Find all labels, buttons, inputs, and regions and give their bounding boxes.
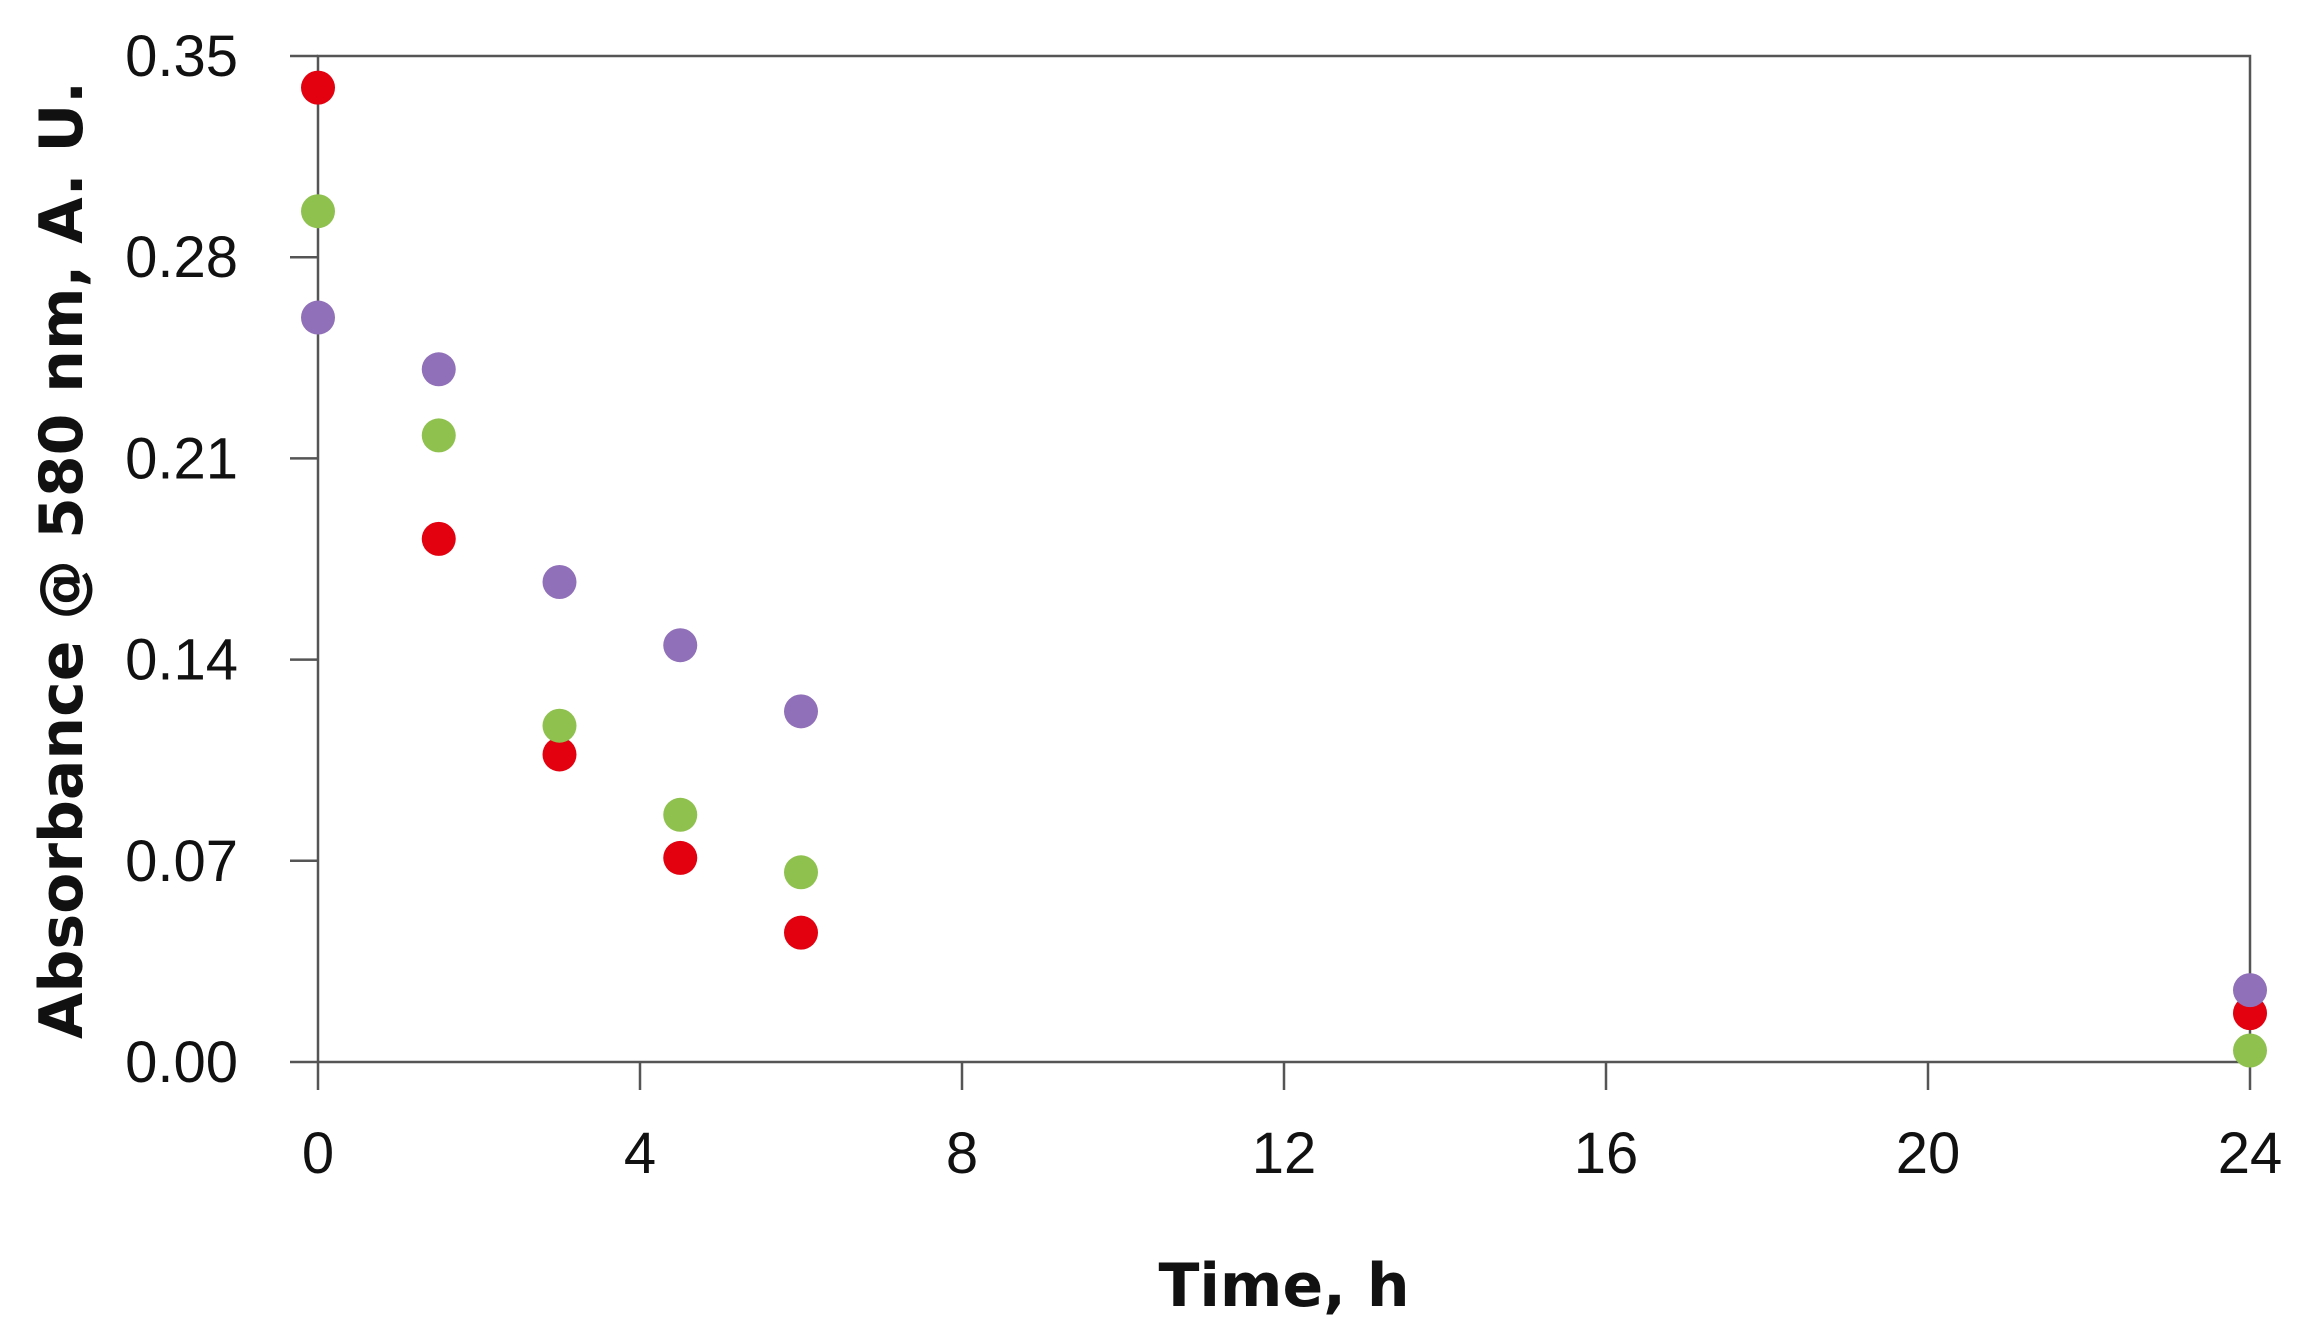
data-point — [301, 70, 335, 105]
x-axis: 0 4 8 12 16 20 24 — [302, 1062, 2282, 1186]
x-tick-label: 20 — [1896, 1121, 1961, 1186]
data-point — [2233, 1033, 2267, 1068]
data-point — [784, 694, 818, 729]
y-tick-label: 0.00 — [125, 1030, 238, 1095]
x-tick-label: 12 — [1252, 1121, 1317, 1186]
data-point — [542, 564, 577, 599]
data-point — [421, 521, 456, 556]
data-point — [784, 915, 818, 950]
series-1 — [301, 70, 2267, 1031]
data-point — [542, 737, 577, 772]
data-point — [2233, 973, 2267, 1008]
data-point — [301, 194, 335, 229]
plot-area-frame — [316, 54, 2252, 1064]
data-point — [784, 855, 818, 890]
series-3 — [301, 300, 2267, 1008]
x-tick-label: 4 — [624, 1121, 656, 1186]
x-tick-label: 16 — [1574, 1121, 1639, 1186]
data-point — [663, 840, 698, 875]
x-tick-label: 0 — [302, 1121, 334, 1186]
y-tick-label: 0.21 — [125, 426, 238, 491]
x-tick-label: 24 — [2218, 1121, 2283, 1186]
data-point — [421, 418, 456, 453]
data-point — [421, 352, 456, 387]
series-2 — [301, 194, 2267, 1068]
data-point — [663, 797, 698, 832]
y-axis-title: Absorbance @ 580 nm, A. U. — [27, 81, 97, 1039]
y-tick-label: 0.07 — [125, 829, 238, 894]
x-axis-title: Time, h — [1158, 1251, 1409, 1321]
data-point — [542, 708, 577, 743]
y-axis: 0.00 0.07 0.14 0.21 0.28 0.35 — [125, 24, 318, 1095]
data-points — [301, 70, 2267, 1068]
y-tick-label: 0.28 — [125, 225, 238, 290]
x-tick-label: 8 — [946, 1121, 978, 1186]
data-point — [301, 300, 335, 335]
y-tick-label: 0.35 — [125, 24, 238, 89]
y-tick-label: 0.14 — [125, 628, 238, 693]
data-point — [663, 628, 698, 663]
